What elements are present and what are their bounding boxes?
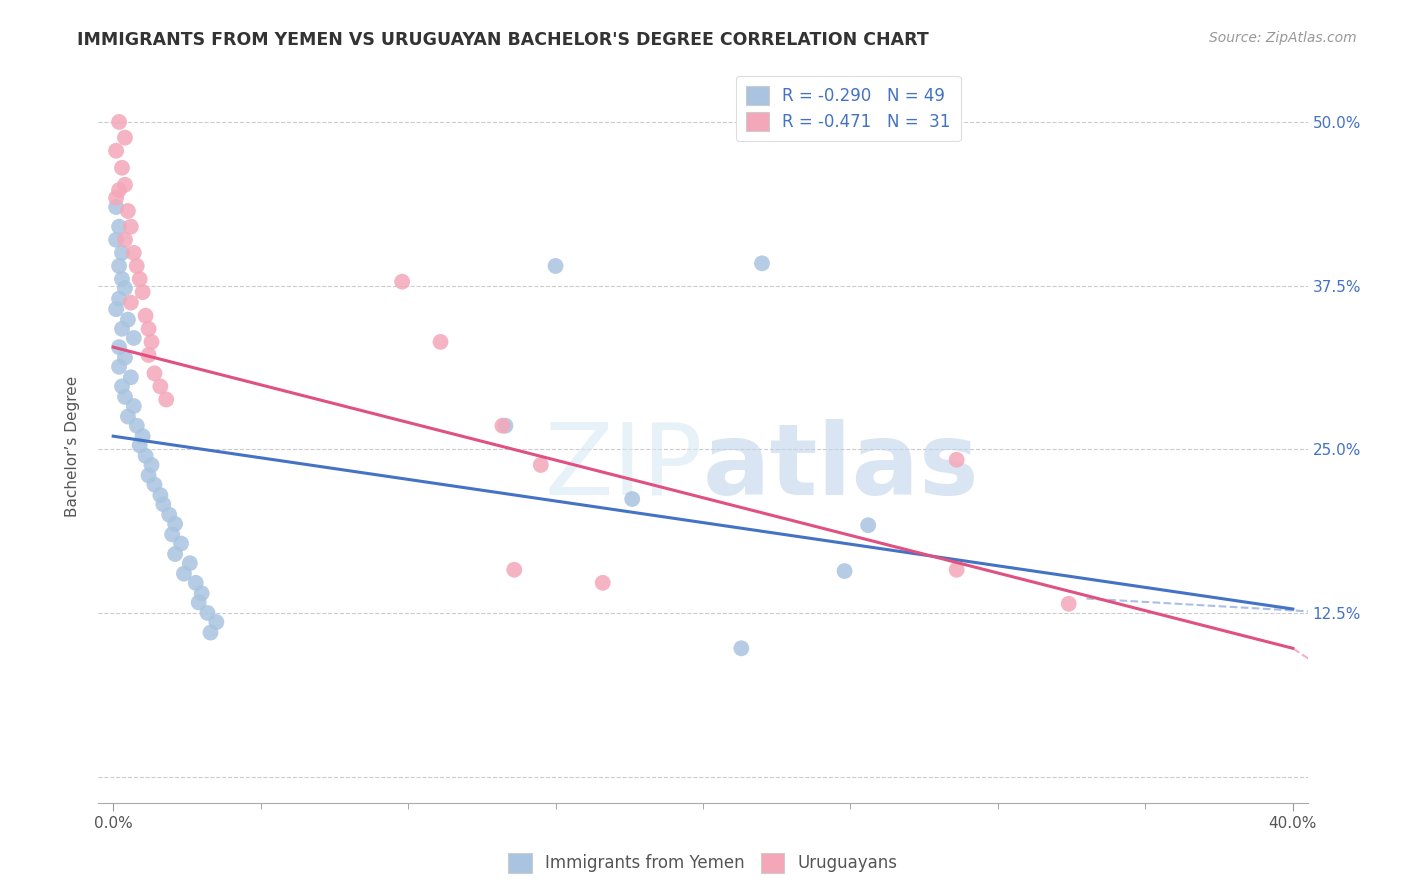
Point bbox=[114, 178, 136, 192]
Point bbox=[141, 334, 163, 349]
Point bbox=[165, 516, 187, 531]
Point bbox=[111, 161, 134, 175]
Point bbox=[108, 115, 131, 129]
Point bbox=[131, 429, 153, 443]
Y-axis label: Bachelor’s Degree: Bachelor’s Degree bbox=[65, 376, 80, 516]
Point bbox=[152, 497, 174, 511]
Point bbox=[111, 322, 134, 336]
Point bbox=[160, 527, 183, 541]
Point bbox=[135, 449, 157, 463]
Point bbox=[856, 518, 879, 533]
Point bbox=[945, 452, 967, 467]
Point bbox=[128, 272, 150, 286]
Point bbox=[117, 204, 139, 219]
Point bbox=[128, 438, 150, 452]
Point bbox=[141, 458, 163, 472]
Text: atlas: atlas bbox=[703, 419, 980, 516]
Point bbox=[200, 625, 222, 640]
Point bbox=[111, 379, 134, 393]
Point bbox=[108, 292, 131, 306]
Point bbox=[187, 595, 209, 609]
Point bbox=[751, 256, 773, 270]
Point bbox=[149, 488, 172, 502]
Point bbox=[122, 399, 145, 413]
Point bbox=[149, 379, 172, 393]
Point bbox=[105, 144, 128, 158]
Point bbox=[120, 370, 142, 384]
Point bbox=[125, 418, 148, 433]
Point bbox=[621, 491, 644, 506]
Point bbox=[105, 233, 128, 247]
Point bbox=[122, 245, 145, 260]
Point bbox=[114, 351, 136, 365]
Point bbox=[190, 586, 212, 600]
Point bbox=[105, 302, 128, 317]
Point bbox=[197, 606, 219, 620]
Point bbox=[114, 233, 136, 247]
Point bbox=[494, 418, 516, 433]
Point bbox=[429, 334, 451, 349]
Point bbox=[138, 468, 160, 483]
Point bbox=[120, 295, 142, 310]
Point bbox=[138, 348, 160, 362]
Legend: Immigrants from Yemen, Uruguayans: Immigrants from Yemen, Uruguayans bbox=[502, 847, 904, 880]
Point bbox=[155, 392, 177, 407]
Point bbox=[131, 285, 153, 300]
Legend: R = -0.290   N = 49, R = -0.471   N =  31: R = -0.290 N = 49, R = -0.471 N = 31 bbox=[735, 76, 960, 141]
Point bbox=[173, 566, 195, 581]
Point bbox=[592, 575, 614, 590]
Point bbox=[503, 563, 526, 577]
Point bbox=[544, 259, 567, 273]
Point bbox=[138, 322, 160, 336]
Point bbox=[105, 200, 128, 214]
Point bbox=[143, 477, 166, 491]
Point bbox=[125, 259, 148, 273]
Text: ZIP: ZIP bbox=[544, 419, 703, 516]
Point bbox=[157, 508, 180, 522]
Point bbox=[122, 331, 145, 345]
Point bbox=[108, 183, 131, 197]
Point bbox=[108, 340, 131, 354]
Point bbox=[945, 563, 967, 577]
Point bbox=[530, 458, 553, 472]
Point bbox=[120, 219, 142, 234]
Point bbox=[108, 259, 131, 273]
Text: Source: ZipAtlas.com: Source: ZipAtlas.com bbox=[1209, 31, 1357, 45]
Point bbox=[170, 536, 193, 550]
Point bbox=[111, 245, 134, 260]
Point bbox=[179, 556, 201, 570]
Point bbox=[105, 191, 128, 205]
Point bbox=[143, 367, 166, 381]
Point bbox=[108, 359, 131, 374]
Point bbox=[391, 275, 413, 289]
Point bbox=[108, 219, 131, 234]
Point bbox=[114, 281, 136, 295]
Point bbox=[114, 130, 136, 145]
Point bbox=[117, 409, 139, 424]
Point bbox=[184, 575, 207, 590]
Point bbox=[730, 641, 752, 656]
Point bbox=[117, 312, 139, 326]
Point bbox=[834, 564, 856, 578]
Point bbox=[1057, 597, 1080, 611]
Point bbox=[114, 390, 136, 404]
Text: IMMIGRANTS FROM YEMEN VS URUGUAYAN BACHELOR'S DEGREE CORRELATION CHART: IMMIGRANTS FROM YEMEN VS URUGUAYAN BACHE… bbox=[77, 31, 929, 49]
Point bbox=[205, 615, 228, 629]
Point bbox=[135, 309, 157, 323]
Point bbox=[491, 418, 513, 433]
Point bbox=[165, 547, 187, 561]
Point bbox=[111, 272, 134, 286]
